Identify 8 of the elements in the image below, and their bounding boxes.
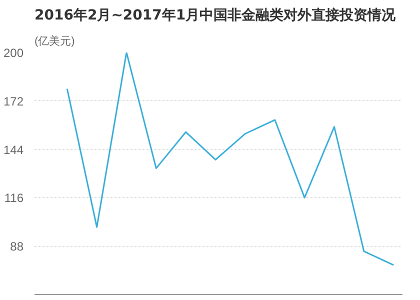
y-tick-label: 116 [4,191,24,206]
y-tick-label: 144 [3,142,24,157]
y-axis-title: (亿美元) [34,34,75,48]
y-tick-label: 88 [10,240,24,254]
y-tick-label: 172 [3,94,24,108]
line-series [66,52,394,266]
chart-title: 2016年2月~2017年1月中国非金融类对外直接投资情况 [34,6,397,24]
y-tick-label: 200 [3,46,24,60]
